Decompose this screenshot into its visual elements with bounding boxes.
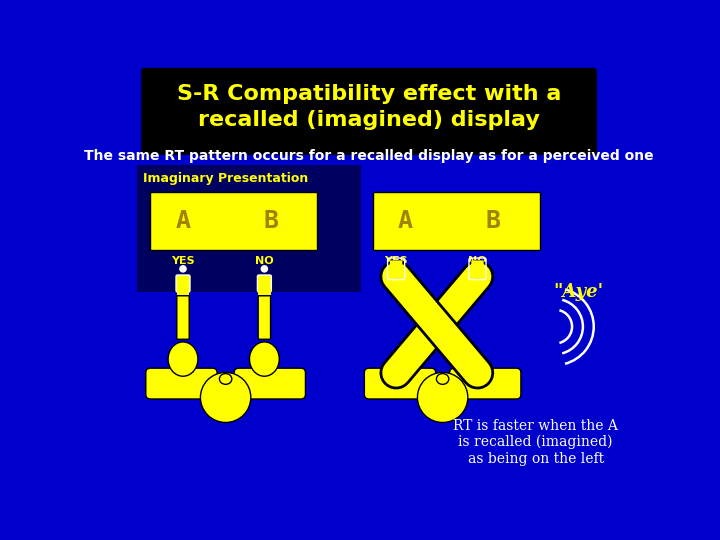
Circle shape (474, 266, 481, 272)
Ellipse shape (168, 342, 198, 376)
Bar (150, 192, 317, 249)
Text: YES: YES (384, 256, 408, 266)
FancyBboxPatch shape (449, 368, 521, 399)
Text: B: B (263, 209, 278, 233)
Circle shape (261, 266, 267, 272)
Text: S-R Compatibility effect with a: S-R Compatibility effect with a (177, 84, 561, 104)
Text: B: B (485, 209, 500, 233)
FancyBboxPatch shape (364, 368, 436, 399)
Ellipse shape (200, 373, 251, 422)
FancyBboxPatch shape (177, 296, 189, 339)
FancyBboxPatch shape (390, 260, 402, 278)
Text: RT is faster when the A
is recalled (imagined)
as being on the left: RT is faster when the A is recalled (ima… (453, 418, 618, 465)
Text: A: A (176, 209, 191, 233)
Text: NO: NO (468, 256, 487, 266)
Ellipse shape (220, 374, 232, 384)
Ellipse shape (436, 374, 449, 384)
FancyBboxPatch shape (258, 296, 271, 339)
Text: A: A (398, 209, 413, 233)
Text: The same RT pattern occurs for a recalled display as for a perceived one: The same RT pattern occurs for a recalle… (84, 148, 654, 163)
Circle shape (393, 266, 399, 272)
FancyBboxPatch shape (472, 260, 484, 278)
Text: NO: NO (255, 256, 274, 266)
Ellipse shape (418, 373, 468, 422)
Bar (373, 192, 539, 249)
Text: recalled (imagined) display: recalled (imagined) display (198, 110, 540, 130)
Bar (177, 289, 189, 295)
Text: YES: YES (171, 256, 195, 266)
Ellipse shape (250, 342, 279, 376)
FancyBboxPatch shape (137, 165, 361, 292)
FancyBboxPatch shape (176, 275, 190, 292)
FancyBboxPatch shape (141, 68, 597, 155)
FancyBboxPatch shape (234, 368, 305, 399)
Text: "Aye': "Aye' (553, 283, 603, 301)
FancyBboxPatch shape (258, 275, 271, 292)
Circle shape (180, 266, 186, 272)
FancyBboxPatch shape (145, 368, 217, 399)
Bar (258, 289, 271, 295)
Text: Imaginary Presentation: Imaginary Presentation (143, 172, 308, 185)
